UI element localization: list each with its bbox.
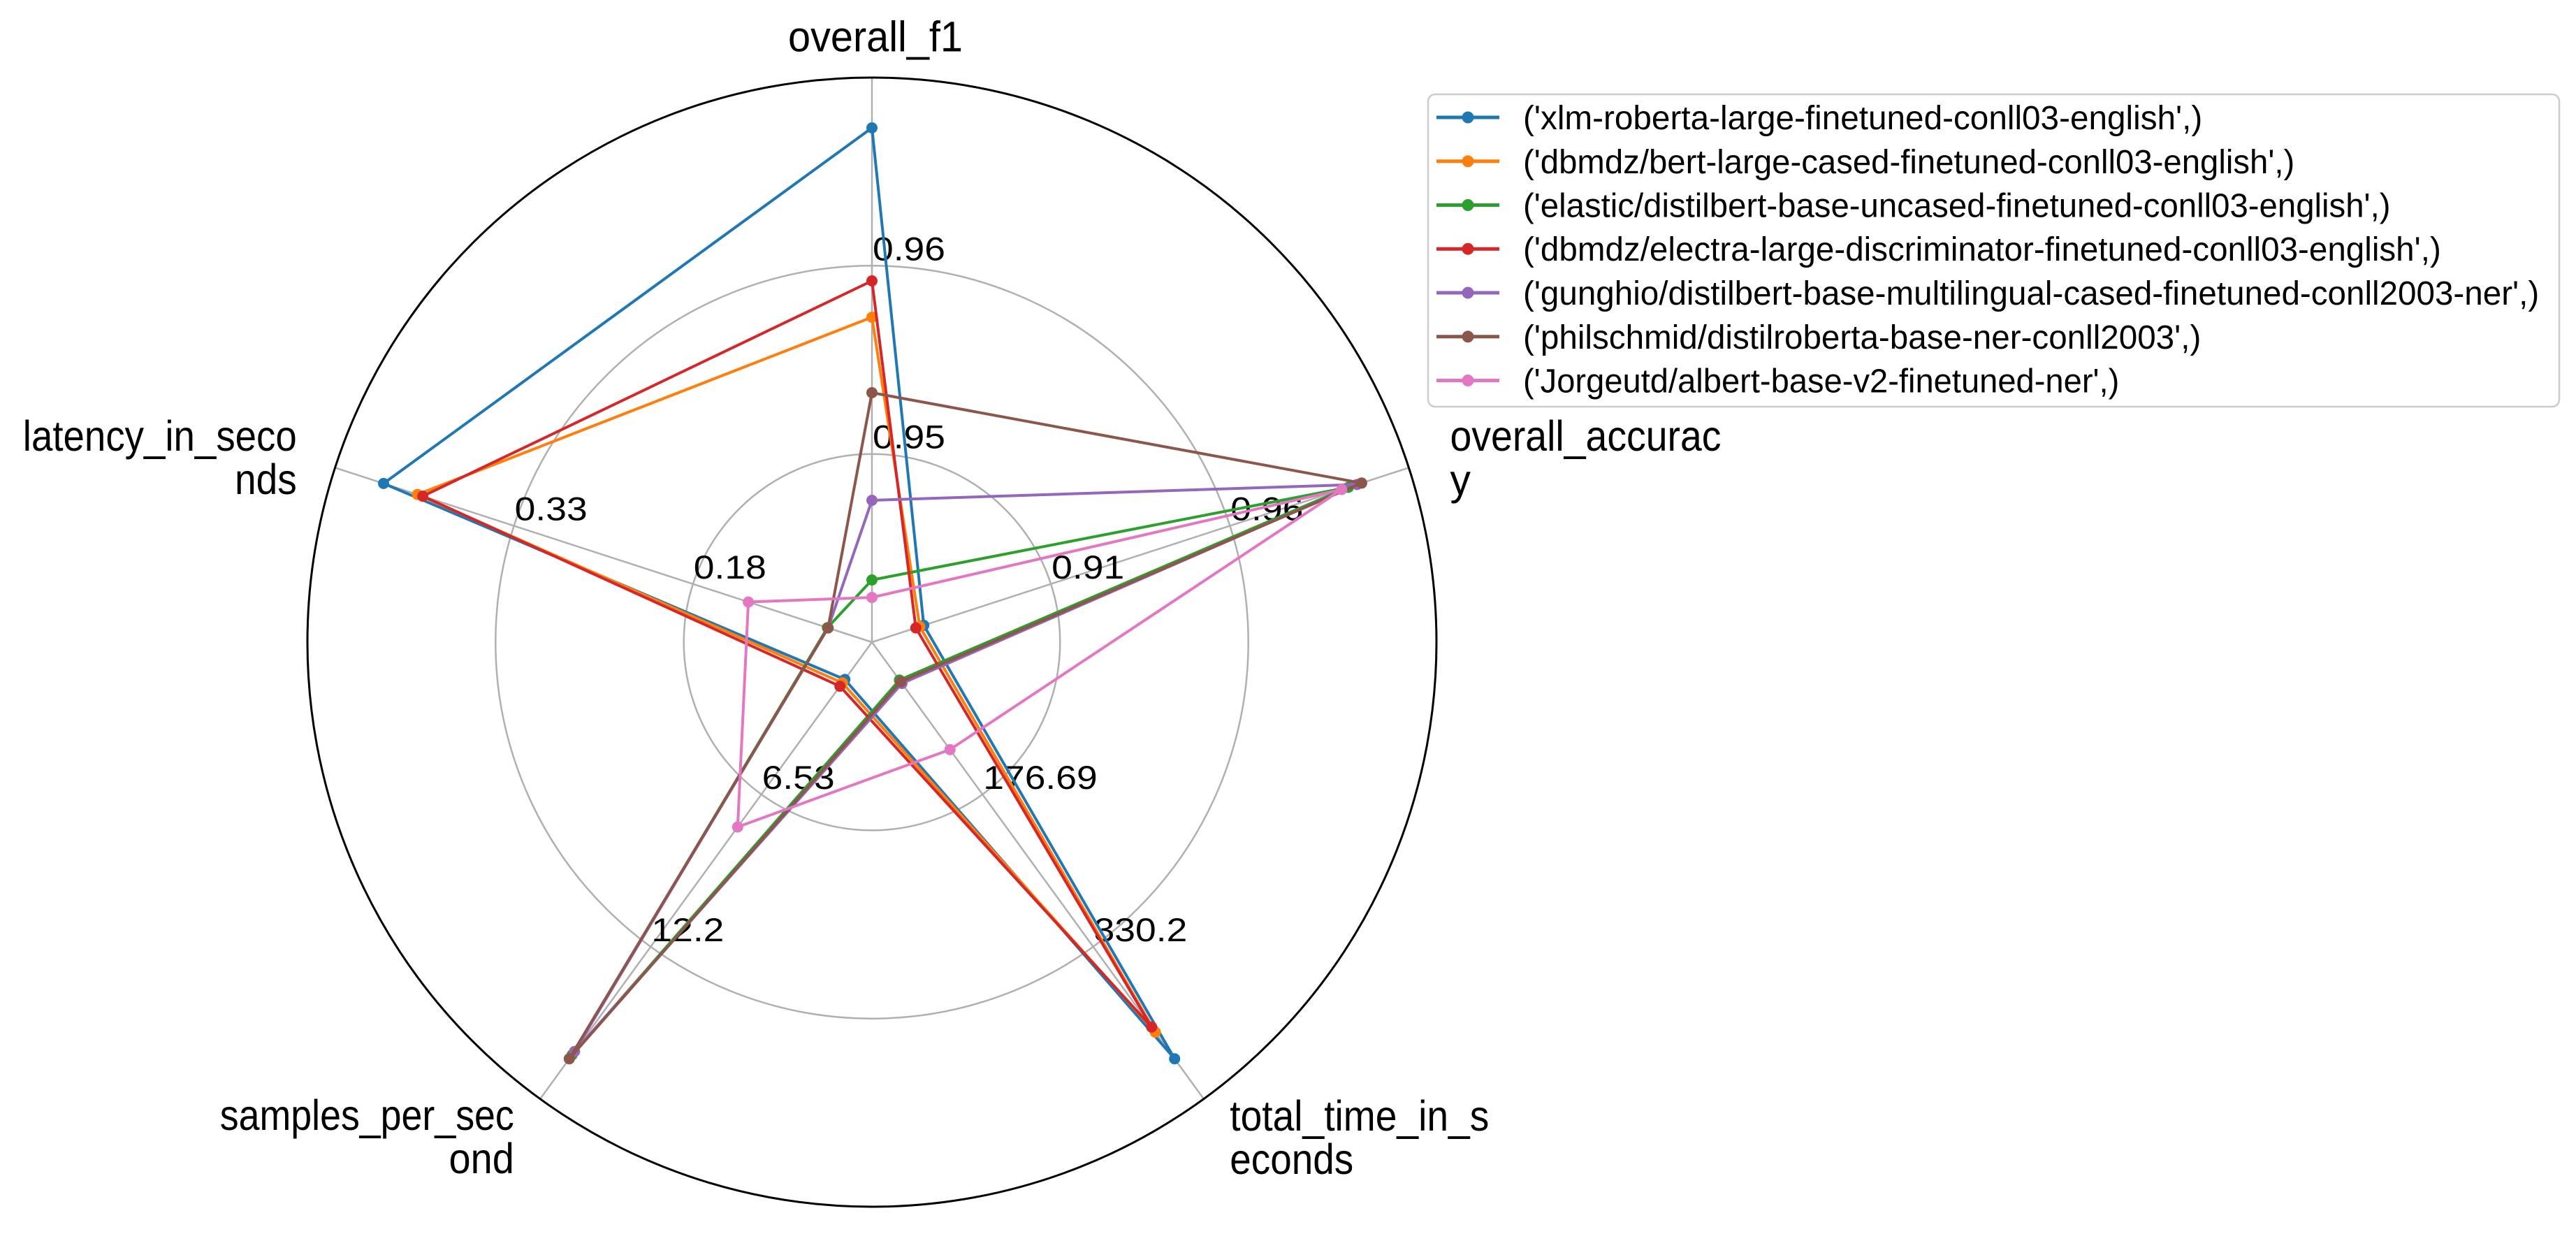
svg-text:('elastic/distilbert-base-unca: ('elastic/distilbert-base-uncased-finetu…	[1523, 187, 2391, 225]
svg-text:econds: econds	[1230, 1135, 1353, 1184]
svg-text:y: y	[1450, 456, 1471, 505]
svg-text:('dbmdz/electra-large-discrimi: ('dbmdz/electra-large-discriminator-fine…	[1523, 231, 2441, 268]
svg-text:('dbmdz/bert-large-cased-finet: ('dbmdz/bert-large-cased-finetuned-conll…	[1523, 143, 2294, 181]
svg-text:('philschmid/distilroberta-bas: ('philschmid/distilroberta-base-ner-conl…	[1523, 319, 2201, 356]
svg-text:overall_accurac: overall_accurac	[1450, 412, 1722, 460]
svg-text:('Jorgeutd/albert-base-v2-fine: ('Jorgeutd/albert-base-v2-finetuned-ner'…	[1523, 363, 2119, 400]
svg-text:total_time_in_s: total_time_in_s	[1230, 1092, 1489, 1140]
svg-text:0.95: 0.95	[873, 419, 945, 456]
svg-text:('xlm-roberta-large-finetuned-: ('xlm-roberta-large-finetuned-conll03-en…	[1523, 99, 2202, 137]
svg-text:overall_f1: overall_f1	[788, 13, 963, 61]
svg-text:('gunghio/distilbert-base-mult: ('gunghio/distilbert-base-multilingual-c…	[1523, 275, 2539, 312]
svg-text:nds: nds	[235, 456, 297, 504]
svg-text:6.53: 6.53	[762, 759, 835, 796]
svg-text:samples_per_sec: samples_per_sec	[220, 1091, 514, 1140]
svg-text:latency_in_seco: latency_in_seco	[23, 412, 297, 460]
svg-text:12.2: 12.2	[651, 911, 724, 948]
svg-text:330.2: 330.2	[1094, 911, 1188, 948]
svg-text:0.33: 0.33	[515, 491, 588, 528]
svg-text:ond: ond	[449, 1135, 514, 1183]
svg-text:176.69: 176.69	[983, 759, 1097, 796]
svg-text:0.18: 0.18	[694, 549, 766, 586]
